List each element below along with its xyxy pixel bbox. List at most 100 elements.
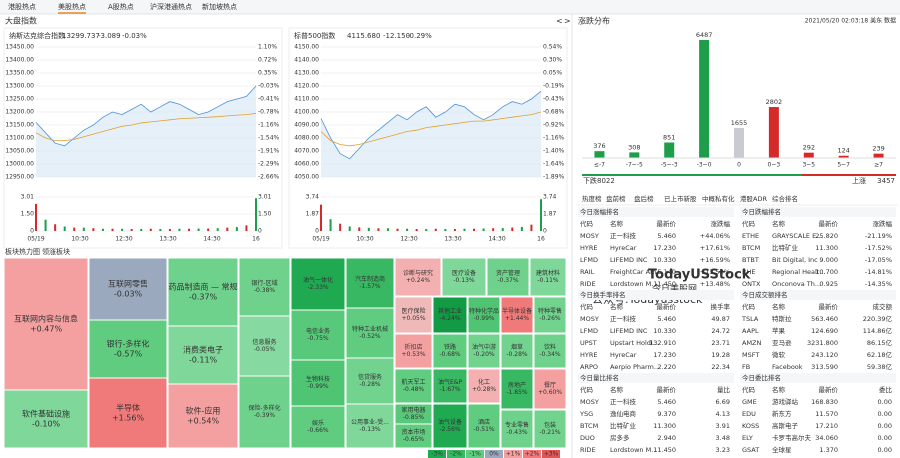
sector-cell[interactable] [238,375,291,449]
sector-cell[interactable] [432,403,468,449]
table-title-bg [740,373,896,383]
rank-tab[interactable]: 盘前榜 [606,194,626,203]
pct-tick-label: -1.16% [543,135,565,142]
sector-cell[interactable] [529,257,567,297]
sector-cell[interactable] [533,409,567,449]
legend-label: +1% [506,451,521,458]
nav-prev[interactable]: < [556,17,563,26]
sector-cell[interactable] [500,409,534,449]
volume-bar [367,227,370,231]
sector-cell[interactable] [345,307,395,359]
sector-cell[interactable] [432,333,468,369]
sector-change: -0.39% [254,412,276,419]
heatmap-tab[interactable]: 板块热力图 [5,247,40,256]
sector-cell[interactable] [441,257,487,297]
sector-name: 特种工业机械 [352,325,388,333]
pct-tick-label: -0.92% [543,122,565,129]
sector-cell[interactable] [290,359,346,407]
heatmap-tab[interactable]: 领涨板块 [42,247,70,256]
sector-cell[interactable] [345,357,395,405]
sector-name: 互联网零售 [108,279,148,289]
sector-cell[interactable] [533,333,567,369]
index-change: -12.150 [383,32,410,40]
volume-bar [168,228,171,231]
rank-tab[interactable]: 综合排名 [772,194,798,203]
sector-cell[interactable] [500,368,534,410]
rank-tab[interactable]: 盘后榜 [634,194,654,203]
time-label: 13:30 [159,236,176,243]
rank-tab[interactable]: 港股ADR [740,194,767,203]
sector-cell[interactable] [88,257,168,321]
table-cell: 逸仙电商 [610,409,637,418]
sector-cell[interactable] [394,257,442,297]
column-header: 名称 [772,385,786,394]
rank-tab[interactable]: 中概私有化 [702,194,735,203]
up-label: 上涨 [852,176,866,185]
sector-cell[interactable] [467,333,501,369]
table-cell: 10.330 [653,327,676,335]
sector-cell[interactable] [533,368,567,410]
volume-bar [121,228,124,231]
sector-name: 特种化学品 [469,307,499,315]
sector-change: -0.26% [539,315,561,322]
table-cell: 563.460 [811,315,838,323]
legend-swatch [523,450,541,458]
sector-cell[interactable] [486,257,530,297]
nav-tab[interactable]: 沪深港通热点 [150,2,192,11]
sector-cell[interactable] [533,296,567,334]
volume-bar [377,228,380,231]
nav-tab[interactable]: A股热点 [108,2,134,11]
sector-cell[interactable] [432,368,468,404]
sector-change: -0.34% [539,351,561,358]
sector-cell[interactable] [167,383,239,449]
sector-cell[interactable] [3,389,89,449]
sector-name: 油气中游 [472,343,496,351]
sector-change: -0.57% [114,349,143,358]
sector-cell[interactable] [500,333,534,369]
table-cell: 49.87 [711,315,730,323]
distribution-bar [734,127,744,158]
sector-cell[interactable] [467,296,501,334]
nav-tab[interactable]: 新加坡热点 [202,2,237,11]
sector-cell[interactable] [394,333,433,369]
legend-label: -1% [469,451,481,458]
nav-tab[interactable]: 港股热点 [8,2,36,11]
column-header: 最新价 [819,219,839,228]
sector-cell[interactable] [290,405,346,449]
timestamp: 2021/05/20 02:03:18 美东 数据 [805,17,896,25]
sector-cell[interactable] [88,377,168,449]
table-cell: 比特矿业 [610,421,637,430]
sector-cell[interactable] [394,368,433,404]
y-tick-label: 4120.00 [294,83,319,90]
nav-next[interactable]: > [564,17,571,26]
sector-name: 保险-多样化 [248,404,280,412]
sector-cell[interactable] [432,296,468,334]
table-cell: +16.59% [700,256,730,264]
sector-cell[interactable] [167,325,239,385]
sector-cell[interactable] [394,296,433,334]
sector-change: -1.67% [439,386,461,393]
sector-cell[interactable] [290,257,346,311]
rank-tab[interactable]: 热度榜 [582,194,602,203]
sector-cell[interactable] [3,257,89,391]
sector-cell[interactable] [345,257,395,309]
sector-cell[interactable] [500,296,534,334]
sector-cell[interactable] [467,368,501,404]
table-title: 今日涨幅排名 [580,207,619,216]
sector-name: 银行-多样化 [107,339,150,349]
y-tick-label: 4060.00 [294,161,319,168]
sector-cell[interactable] [345,403,395,449]
rank-tab[interactable]: 已上市新股 [664,194,697,203]
column-header: 代码 [580,385,594,394]
table-cell: Lordstown M... [610,280,657,288]
sector-cell[interactable] [238,315,291,377]
sector-cell[interactable] [167,257,239,327]
sector-cell[interactable] [238,257,291,317]
sector-cell[interactable] [467,403,501,449]
sector-change: -0.13% [453,277,475,284]
sector-cell[interactable] [394,423,433,449]
y-tick-label: 4110.00 [294,96,319,103]
sector-cell[interactable] [88,319,168,379]
sector-name: 折扣店 [404,343,422,351]
nav-tab[interactable]: 美股热点 [58,2,86,11]
